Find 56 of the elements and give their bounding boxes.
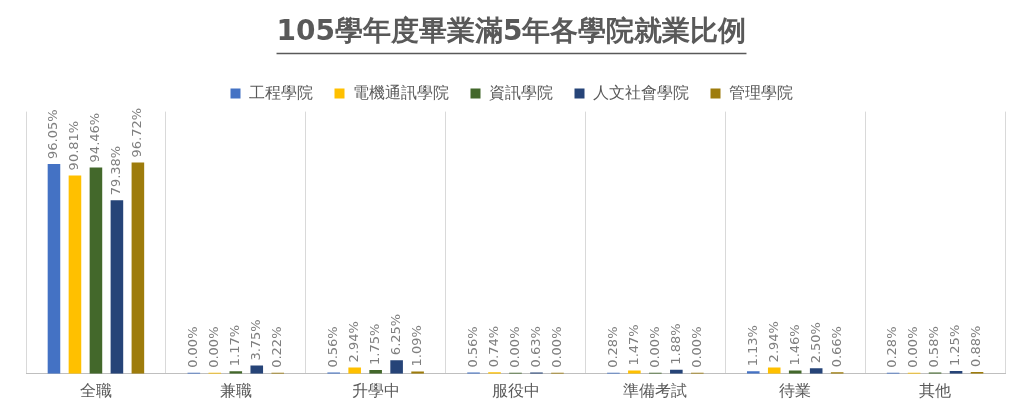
data-label: 0.88%: [968, 325, 984, 367]
x-tick-label: 升學中: [351, 380, 400, 400]
data-label: 96.72%: [129, 107, 145, 158]
data-label: 0.00%: [206, 326, 222, 368]
bar: [390, 360, 403, 374]
bar: [110, 200, 124, 374]
data-label: 1.17%: [227, 324, 243, 367]
data-label: 0.63%: [527, 326, 543, 368]
data-label: 1.88%: [667, 323, 683, 365]
data-label: 2.50%: [807, 322, 823, 364]
data-label: 2.94%: [765, 321, 781, 363]
data-label: 0.66%: [828, 326, 844, 368]
data-label: 0.00%: [646, 326, 662, 368]
x-tick-label: 準備考試: [623, 380, 688, 400]
bar: [68, 175, 82, 374]
data-label: 0.22%: [269, 326, 285, 368]
bar: [47, 163, 61, 374]
legend-label: 管理學院: [728, 82, 793, 102]
data-label: 0.56%: [464, 326, 480, 368]
legend-label: 資訊學院: [488, 82, 553, 102]
x-tick-label: 全職: [79, 380, 112, 400]
data-label: 6.25%: [388, 313, 403, 356]
data-label: 0.00%: [688, 326, 704, 368]
x-tick-label: 兼職: [219, 380, 252, 400]
bar: [348, 367, 361, 374]
data-label: 1.47%: [625, 324, 641, 366]
data-label: 0.58%: [926, 326, 942, 368]
data-label: 79.38%: [108, 145, 124, 196]
data-label: 94.46%: [87, 112, 103, 163]
data-label: 0.74%: [485, 325, 501, 368]
x-tick-label: 待業: [779, 380, 812, 400]
data-label: 1.75%: [367, 323, 383, 365]
legend-label: 工程學院: [248, 82, 313, 102]
x-tick-label: 其他: [919, 380, 952, 400]
data-label: 0.00%: [548, 326, 564, 368]
data-label: 2.94%: [346, 321, 362, 363]
data-label: 3.75%: [248, 319, 264, 361]
data-label: 0.00%: [905, 326, 921, 368]
bar: [89, 167, 103, 374]
legend-label: 電機通訊學院: [352, 82, 449, 102]
bar: [767, 367, 781, 374]
x-tick-label: 服役中: [491, 380, 540, 400]
data-label: 90.81%: [66, 120, 82, 171]
data-label: 0.56%: [325, 326, 341, 368]
data-label: 1.13%: [744, 325, 760, 367]
data-label: 0.00%: [185, 326, 201, 368]
data-label: 0.28%: [884, 326, 900, 368]
data-label: 1.25%: [947, 324, 963, 367]
data-label: 0.28%: [604, 326, 620, 368]
chart-title: 105學年度畢業滿5年各學院就業比例: [276, 14, 747, 48]
data-label: 96.05%: [45, 109, 61, 159]
data-label: 1.46%: [786, 324, 802, 366]
data-label: 0.00%: [506, 326, 522, 368]
legend-label: 人文社會學院: [592, 82, 689, 102]
data-label: 1.09%: [408, 325, 424, 367]
bar: [131, 162, 145, 374]
